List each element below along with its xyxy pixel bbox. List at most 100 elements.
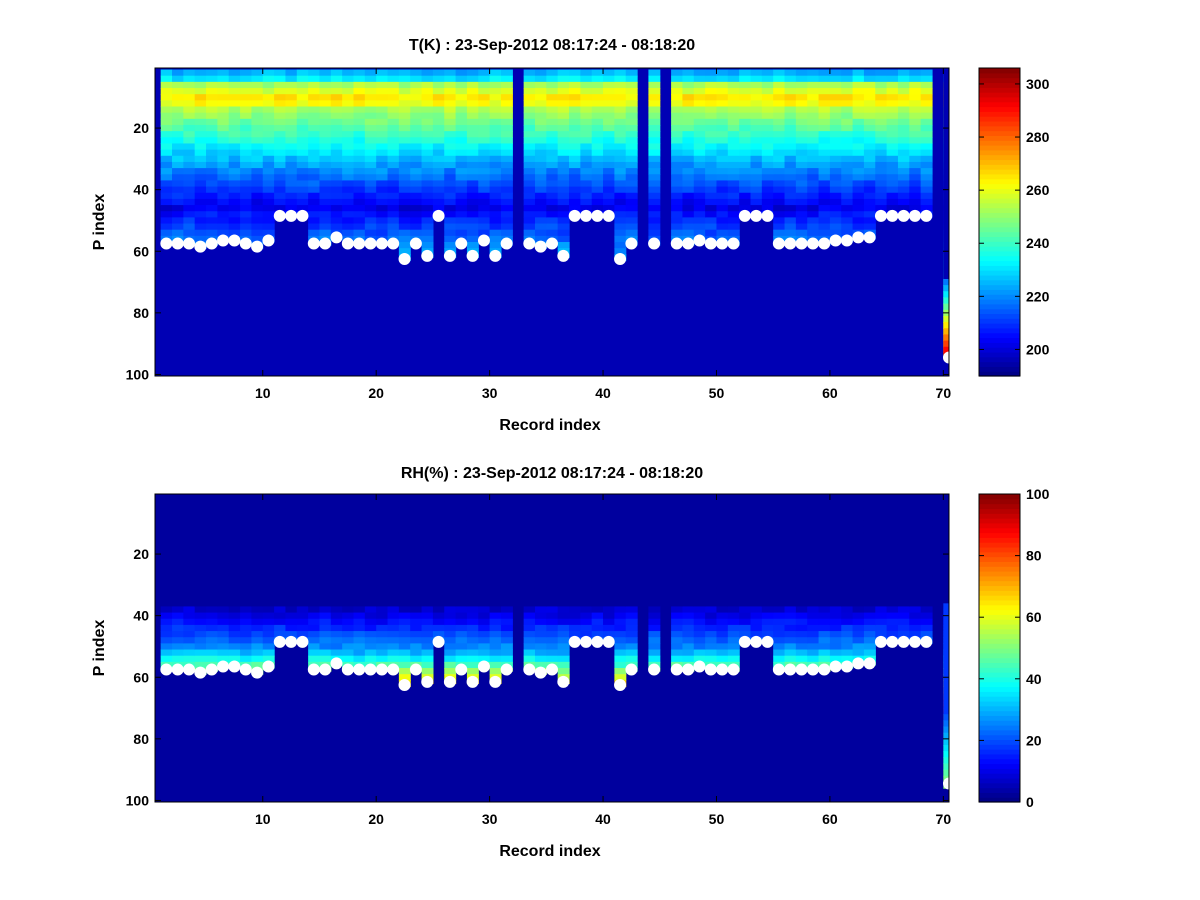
heatmap-cell (557, 514, 570, 521)
heatmap-cell (523, 624, 536, 632)
heatmap-cell (784, 520, 797, 527)
colorbar-segment (979, 628, 1020, 635)
heatmap-cell (398, 495, 411, 503)
heatmap-cell (625, 229, 638, 237)
heatmap-cell (886, 612, 899, 620)
colorbar-segment (979, 792, 1020, 798)
heatmap-cell (614, 563, 627, 571)
heatmap-cell (217, 155, 230, 163)
heatmap-cell (875, 168, 888, 175)
heatmap-cell (625, 581, 638, 589)
heatmap-cell (387, 143, 400, 151)
colorbar-segment (979, 551, 1020, 558)
heatmap-cell (500, 118, 513, 126)
heatmap-cell (478, 544, 491, 552)
heatmap-cell (444, 538, 457, 546)
heatmap-cell (818, 526, 831, 534)
heatmap-cell (466, 612, 479, 620)
heatmap-cell (829, 631, 842, 638)
heatmap-cell (217, 174, 230, 182)
heatmap-cell (376, 631, 389, 638)
heatmap-cell (262, 544, 275, 552)
heatmap-cell (296, 538, 309, 546)
heatmap-cell (342, 161, 355, 169)
heatmap-cell (682, 550, 695, 558)
heatmap-cell (750, 192, 763, 200)
heatmap-cell (727, 612, 740, 620)
heatmap-cell (376, 563, 389, 571)
heatmap-cell (296, 112, 309, 120)
heatmap-cell (240, 161, 253, 169)
heatmap-cell (274, 112, 287, 120)
heatmap-cell (410, 186, 423, 194)
colorbar-segment (979, 797, 1020, 803)
heatmap-cell (807, 594, 820, 601)
heatmap-cell (909, 100, 922, 108)
colorbar-segment (979, 337, 1020, 343)
heatmap-cell (421, 180, 434, 188)
heatmap-cell (546, 587, 559, 595)
x-tick-label: 20 (368, 811, 384, 827)
heatmap-cell (569, 192, 581, 200)
heatmap-cell (251, 581, 264, 589)
heatmap-cell (909, 81, 922, 89)
heatmap-cell (432, 563, 445, 571)
heatmap-cell (489, 180, 502, 188)
heatmap-cell (489, 655, 502, 663)
heatmap-cell (240, 118, 253, 126)
heatmap-cell (523, 514, 536, 521)
heatmap-cell (841, 649, 854, 657)
heatmap-cell (705, 637, 718, 644)
heatmap-cell (376, 75, 389, 83)
heatmap-cell (376, 557, 389, 564)
heatmap-cell (557, 88, 570, 95)
heatmap-cell (364, 100, 377, 108)
heatmap-cell (376, 526, 389, 534)
heatmap-cell (160, 106, 173, 114)
heatmap-cell (455, 124, 468, 132)
heatmap-cell (274, 569, 287, 577)
heatmap-cell (682, 211, 695, 218)
heatmap-cell (262, 75, 275, 83)
heatmap-cell (228, 81, 241, 89)
heatmap-cell (455, 149, 468, 157)
heatmap-cell (727, 587, 740, 595)
heatmap-cell (829, 581, 842, 589)
heatmap-cell (886, 581, 899, 589)
heatmap-cell (648, 161, 661, 169)
heatmap-cell (943, 621, 949, 629)
heatmap-cell (591, 514, 604, 521)
heatmap-cell (206, 94, 218, 101)
heatmap-cell (875, 174, 888, 182)
heatmap-cell (319, 137, 332, 145)
heatmap-cell (262, 180, 275, 188)
heatmap-cell (466, 131, 479, 138)
heatmap-cell (410, 587, 423, 595)
heatmap-cell (943, 615, 949, 623)
heatmap-cell (875, 186, 888, 194)
heatmap-cell (455, 112, 468, 120)
heatmap-cell (217, 495, 230, 503)
heatmap-cell (591, 174, 604, 182)
heatmap-cell (274, 557, 287, 564)
heatmap-cell (784, 526, 797, 534)
heatmap-cell (183, 211, 196, 218)
heatmap-cell (262, 155, 275, 163)
heatmap-cell (274, 69, 287, 77)
heatmap-cell (500, 587, 513, 595)
heatmap-cell (206, 223, 218, 231)
heatmap-cell (773, 198, 786, 206)
heatmap-cell (625, 501, 638, 509)
heatmap-cell (534, 612, 547, 620)
heatmap-cell (591, 544, 604, 552)
heatmap-cell (183, 205, 196, 212)
heatmap-cell (671, 118, 684, 126)
heatmap-cell (671, 618, 684, 626)
heatmap-cell (194, 606, 207, 614)
heatmap-cell (466, 520, 479, 527)
heatmap-cell (580, 526, 593, 534)
heatmap-cell (500, 223, 513, 231)
heatmap-cell (466, 668, 479, 675)
heatmap-cell (478, 649, 491, 657)
heatmap-cell (614, 229, 627, 237)
